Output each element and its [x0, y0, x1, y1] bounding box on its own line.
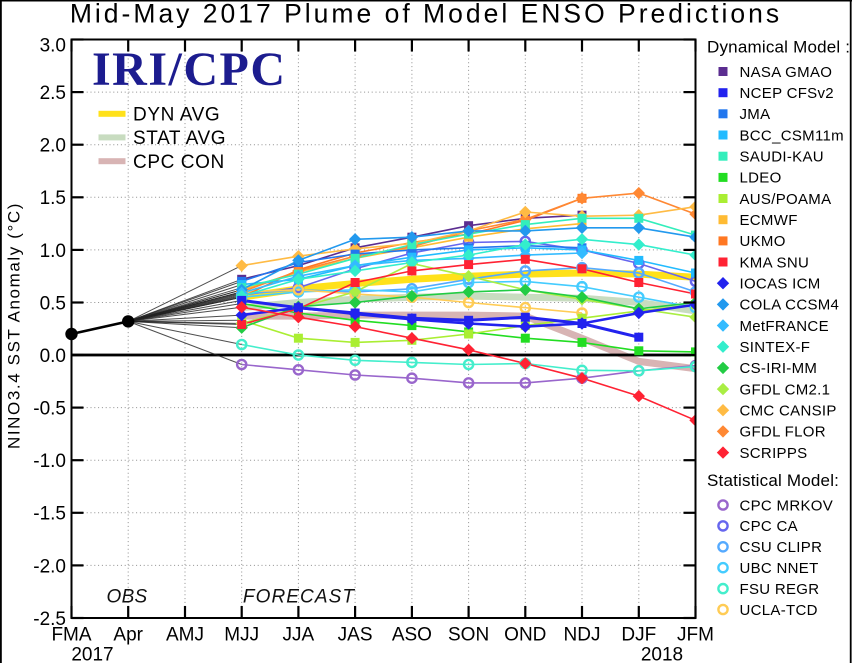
svg-text:2017: 2017 [71, 645, 113, 664]
svg-text:GFDL FLOR: GFDL FLOR [740, 424, 826, 441]
svg-text:GFDL CM2.1: GFDL CM2.1 [740, 381, 831, 398]
svg-text:OBS: OBS [106, 587, 147, 608]
svg-text:SINTEX-F: SINTEX-F [740, 339, 811, 356]
svg-text:JFM: JFM [677, 625, 714, 646]
svg-text:NDJ: NDJ [564, 625, 601, 646]
svg-text:Dynamical Model :: Dynamical Model : [707, 38, 850, 57]
svg-text:0.5: 0.5 [40, 293, 66, 314]
svg-text:CMC CANSIP: CMC CANSIP [740, 403, 837, 420]
svg-text:AUS/POAMA: AUS/POAMA [740, 191, 832, 208]
svg-text:IOCAS ICM: IOCAS ICM [740, 276, 821, 293]
svg-text:MetFRANCE: MetFRANCE [740, 318, 829, 335]
svg-text:CSU CLIPR: CSU CLIPR [740, 539, 823, 556]
svg-text:STAT AVG: STAT AVG [133, 128, 226, 149]
svg-text:2.5: 2.5 [40, 83, 66, 104]
svg-text:CS-IRI-MM: CS-IRI-MM [740, 360, 818, 377]
svg-text:Statistical Model:: Statistical Model: [707, 471, 839, 490]
svg-text:AMJ: AMJ [166, 625, 204, 646]
svg-text:DJF: DJF [621, 625, 656, 646]
svg-text:-2.0: -2.0 [33, 556, 66, 577]
svg-text:FSU REGR: FSU REGR [740, 581, 820, 598]
svg-text:ASO: ASO [392, 625, 432, 646]
svg-text:JMA: JMA [740, 106, 771, 123]
svg-text:UCLA-TCD: UCLA-TCD [740, 602, 818, 619]
svg-text:IRI/CPC: IRI/CPC [92, 43, 287, 96]
svg-text:COLA CCSM4: COLA CCSM4 [740, 297, 840, 314]
svg-text:JAS: JAS [338, 625, 373, 646]
svg-text:Mid-May 2017 Plume of Model EN: Mid-May 2017 Plume of Model ENSO Predict… [70, 0, 782, 29]
svg-text:CPC MRKOV: CPC MRKOV [740, 497, 834, 514]
svg-text:1.0: 1.0 [40, 241, 66, 262]
svg-text:-2.5: -2.5 [33, 609, 66, 630]
svg-text:DYN AVG: DYN AVG [133, 105, 220, 126]
svg-text:CPC CA: CPC CA [740, 518, 798, 535]
svg-text:SAUDI-KAU: SAUDI-KAU [740, 149, 824, 166]
svg-text:UBC NNET: UBC NNET [740, 560, 819, 577]
svg-text:NCEP CFSv2: NCEP CFSv2 [740, 85, 834, 102]
svg-text:SON: SON [448, 625, 489, 646]
svg-text:-1.5: -1.5 [33, 504, 66, 525]
svg-text:-1.0: -1.0 [33, 451, 66, 472]
svg-text:2.0: 2.0 [40, 136, 66, 157]
svg-text:1.5: 1.5 [40, 188, 66, 209]
svg-text:NASA GMAO: NASA GMAO [740, 64, 833, 81]
svg-text:FMA: FMA [51, 625, 91, 646]
svg-text:MJJ: MJJ [224, 625, 259, 646]
svg-text:JJA: JJA [283, 625, 315, 646]
svg-text:SCRIPPS: SCRIPPS [740, 445, 808, 462]
svg-text:OND: OND [504, 625, 546, 646]
svg-text:Apr: Apr [113, 625, 143, 646]
svg-text:FORECAST: FORECAST [243, 587, 356, 608]
svg-text:0.0: 0.0 [40, 346, 66, 367]
svg-text:UKMO: UKMO [740, 233, 786, 250]
svg-text:ECMWF: ECMWF [740, 212, 798, 229]
svg-text:NINO3.4 SST Anomaly (°C): NINO3.4 SST Anomaly (°C) [5, 202, 24, 449]
svg-text:KMA SNU: KMA SNU [740, 254, 810, 271]
svg-text:CPC CON: CPC CON [133, 152, 225, 173]
svg-text:LDEO: LDEO [740, 170, 782, 187]
svg-text:3.0: 3.0 [40, 35, 66, 56]
svg-text:BCC_CSM11m: BCC_CSM11m [740, 127, 844, 144]
svg-text:2018: 2018 [641, 645, 683, 664]
svg-text:-0.5: -0.5 [33, 399, 66, 420]
